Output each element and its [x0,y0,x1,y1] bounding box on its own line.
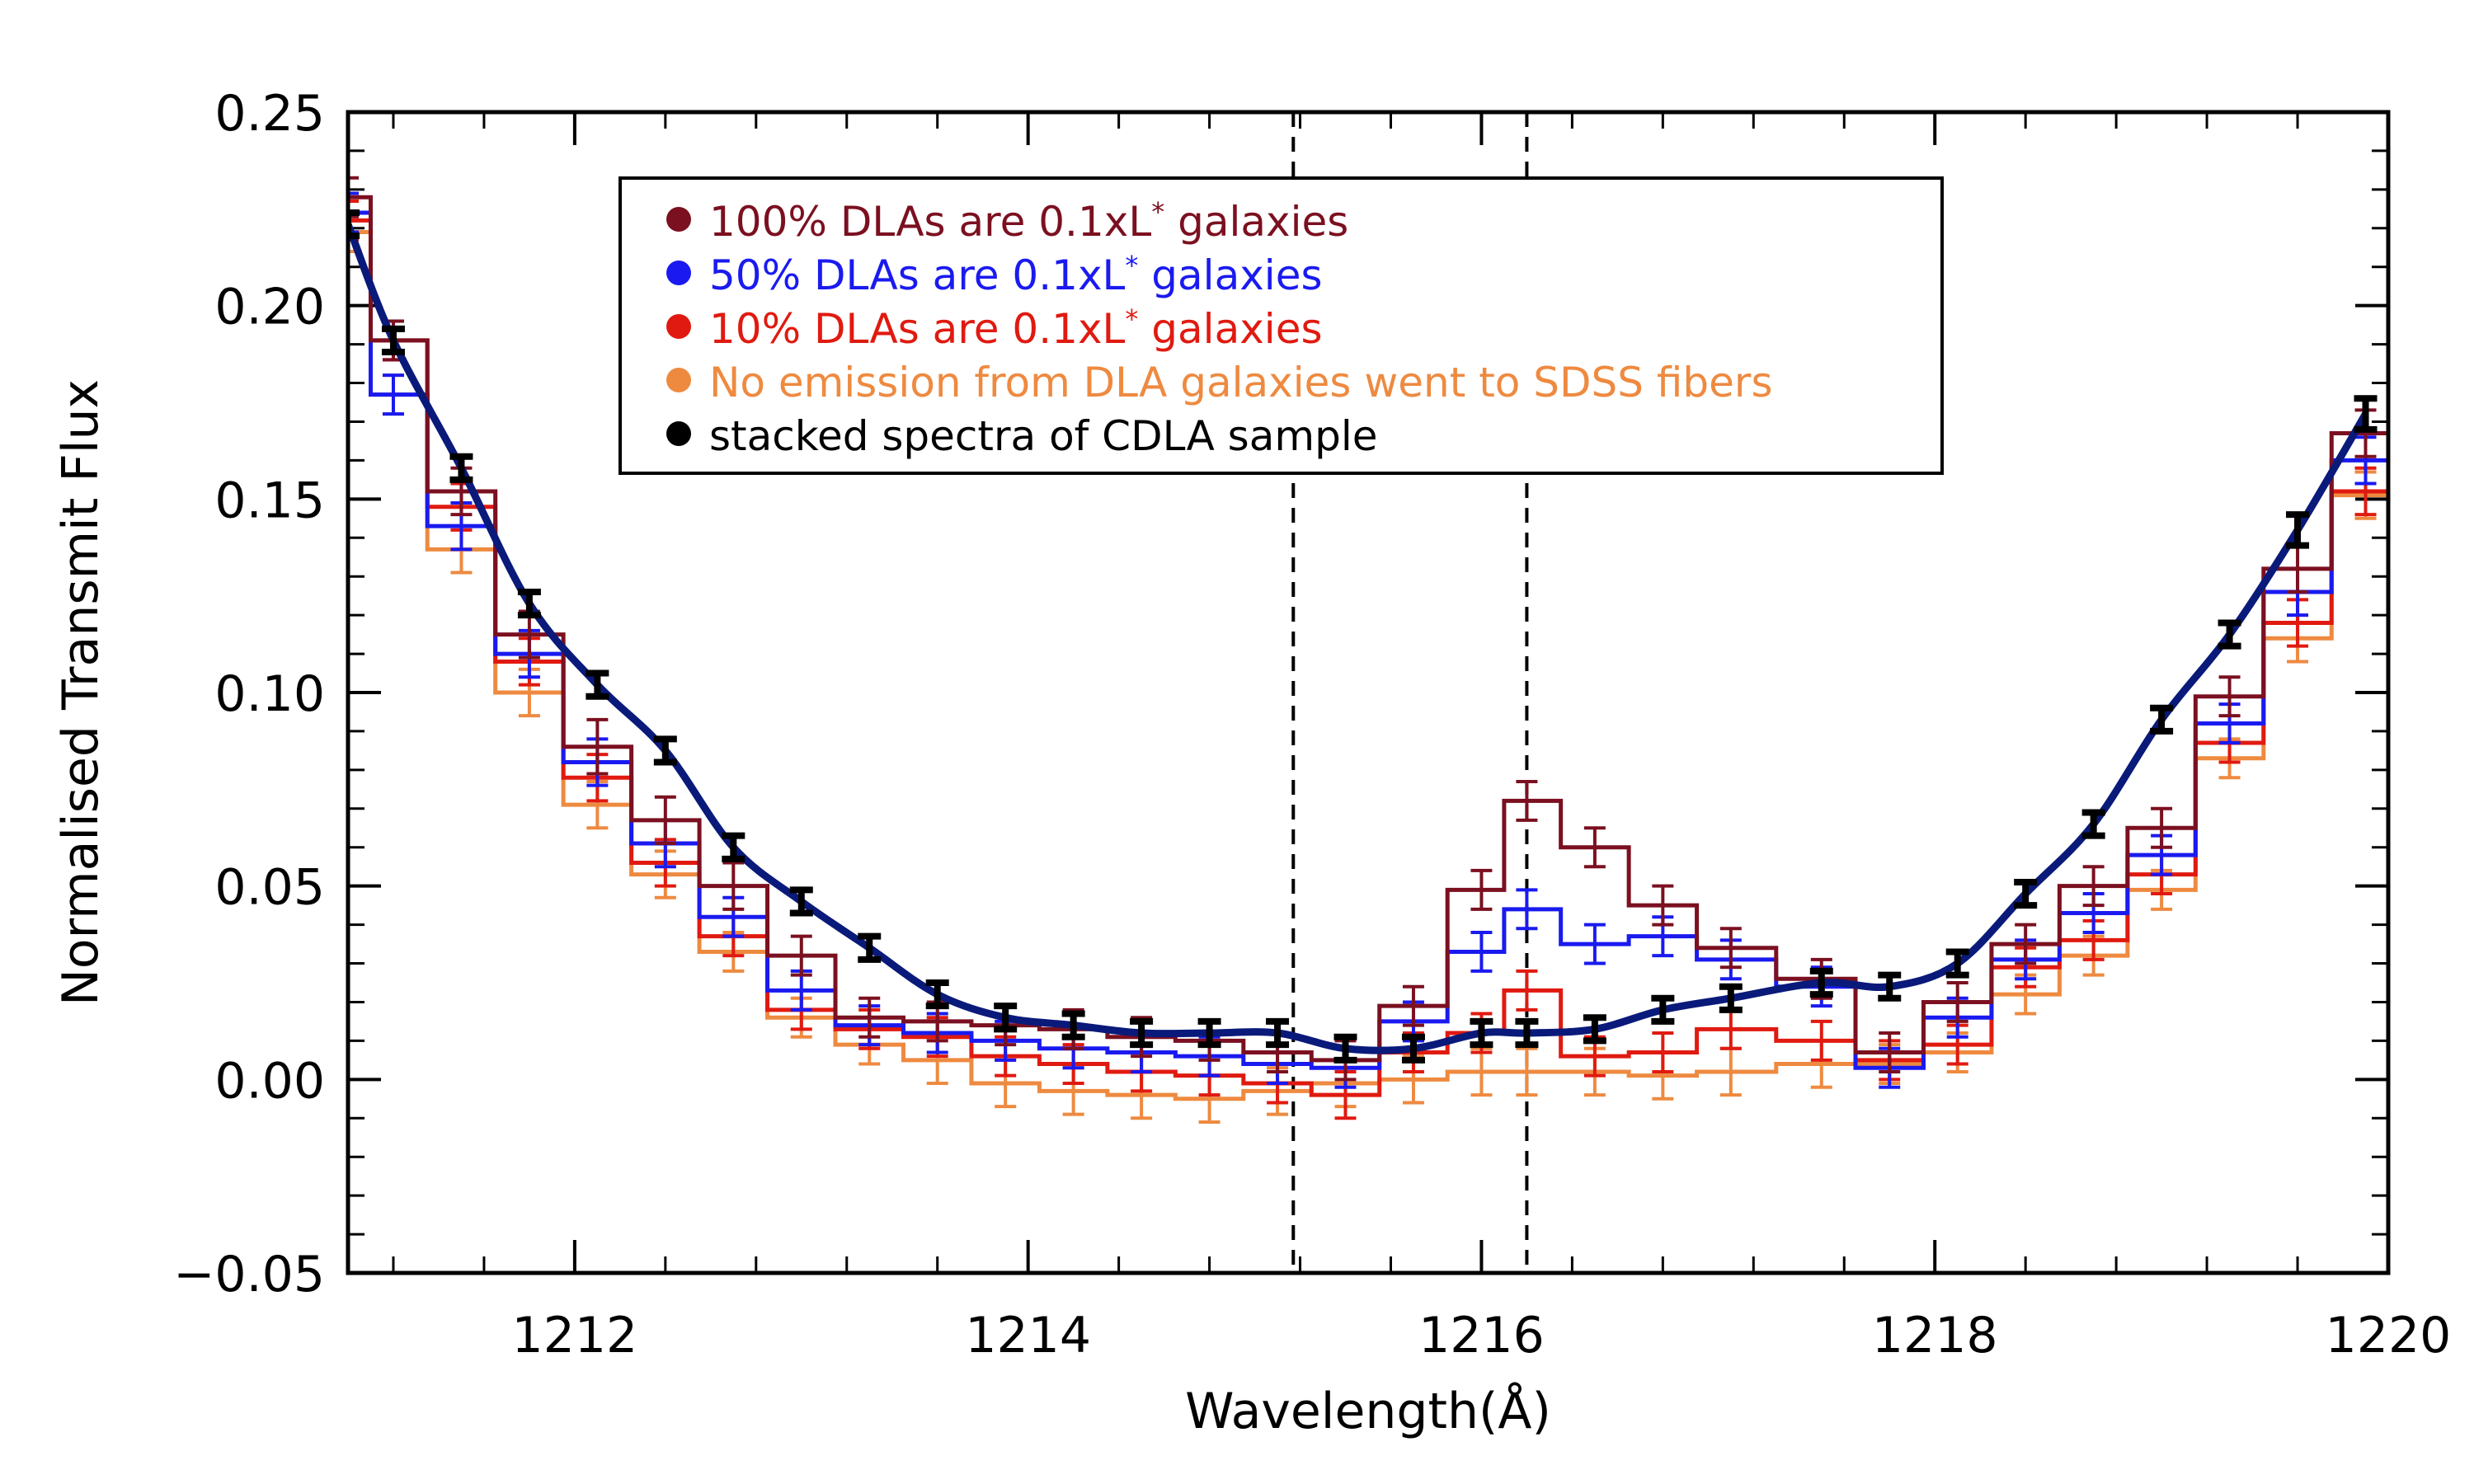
legend-marker-50% [666,261,691,285]
tick-labels: 1212 1214 1216 1218 1220 −0.05 0.00 0.05 0.10 0.1… [173,85,2451,1364]
series-layer [348,176,2388,1124]
y-tick-label: 0.05 [214,859,325,917]
legend-label-100%: 100% DLAs are 0.1xL* galaxies [709,196,1348,246]
legend-marker-stacked [666,421,691,446]
y-tick-label: 0.00 [214,1052,325,1110]
y-tick-label: 0.20 [214,279,325,336]
x-tick-label: 1212 [512,1307,638,1364]
x-tick-label: 1214 [965,1307,1091,1364]
legend-label-10%: 10% DLAs are 0.1xL* galaxies [709,303,1323,353]
x-tick-label: 1220 [2326,1307,2452,1364]
y-tick-label: 0.15 [214,472,325,529]
y-tick-label: 0.25 [214,85,325,143]
series-line-stacked [348,223,2369,1054]
y-tick-label: −0.05 [173,1246,325,1303]
plot-frame [346,110,2391,1275]
legend-label-none: No emission from DLA galaxies went to SD… [709,359,1773,406]
series-stacked [348,209,2378,1064]
x-tick-label: 1216 [1418,1307,1545,1364]
legend-label-stacked: stacked spectra of CDLA sample [709,412,1377,460]
y-tick-label: 0.10 [214,665,325,723]
x-tick-label: 1218 [1872,1307,1998,1364]
legend-box [618,176,1944,475]
legend-marker-100% [666,207,691,232]
x-axis-label: Wavelength(Å) [1185,1382,1551,1440]
y-axis-label: Normalised Transmit Flux [52,379,110,1006]
legend-marker-10% [666,314,691,339]
legend-label-50%: 50% DLAs are 0.1xL* galaxies [709,250,1323,299]
legend-marker-none [666,368,691,392]
